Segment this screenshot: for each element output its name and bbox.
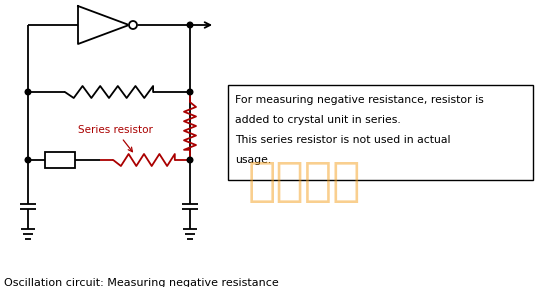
Text: Oscillation circuit: Measuring negative resistance: Oscillation circuit: Measuring negative …	[4, 278, 279, 287]
Text: added to crystal unit in series.: added to crystal unit in series.	[235, 115, 401, 125]
Circle shape	[187, 22, 193, 28]
Circle shape	[25, 157, 31, 163]
Circle shape	[129, 21, 137, 29]
Circle shape	[187, 89, 193, 95]
Bar	[228, 85, 533, 180]
Text: This series resistor is not used in actual: This series resistor is not used in actu…	[235, 135, 450, 145]
Text: Series resistor: Series resistor	[78, 125, 153, 152]
Circle shape	[187, 157, 193, 163]
Circle shape	[25, 89, 31, 95]
Text: 亿金电子: 亿金电子	[248, 160, 362, 205]
Bar	[45, 152, 75, 168]
Text: usage.: usage.	[235, 155, 271, 165]
Text: For measuring negative resistance, resistor is: For measuring negative resistance, resis…	[235, 95, 484, 105]
